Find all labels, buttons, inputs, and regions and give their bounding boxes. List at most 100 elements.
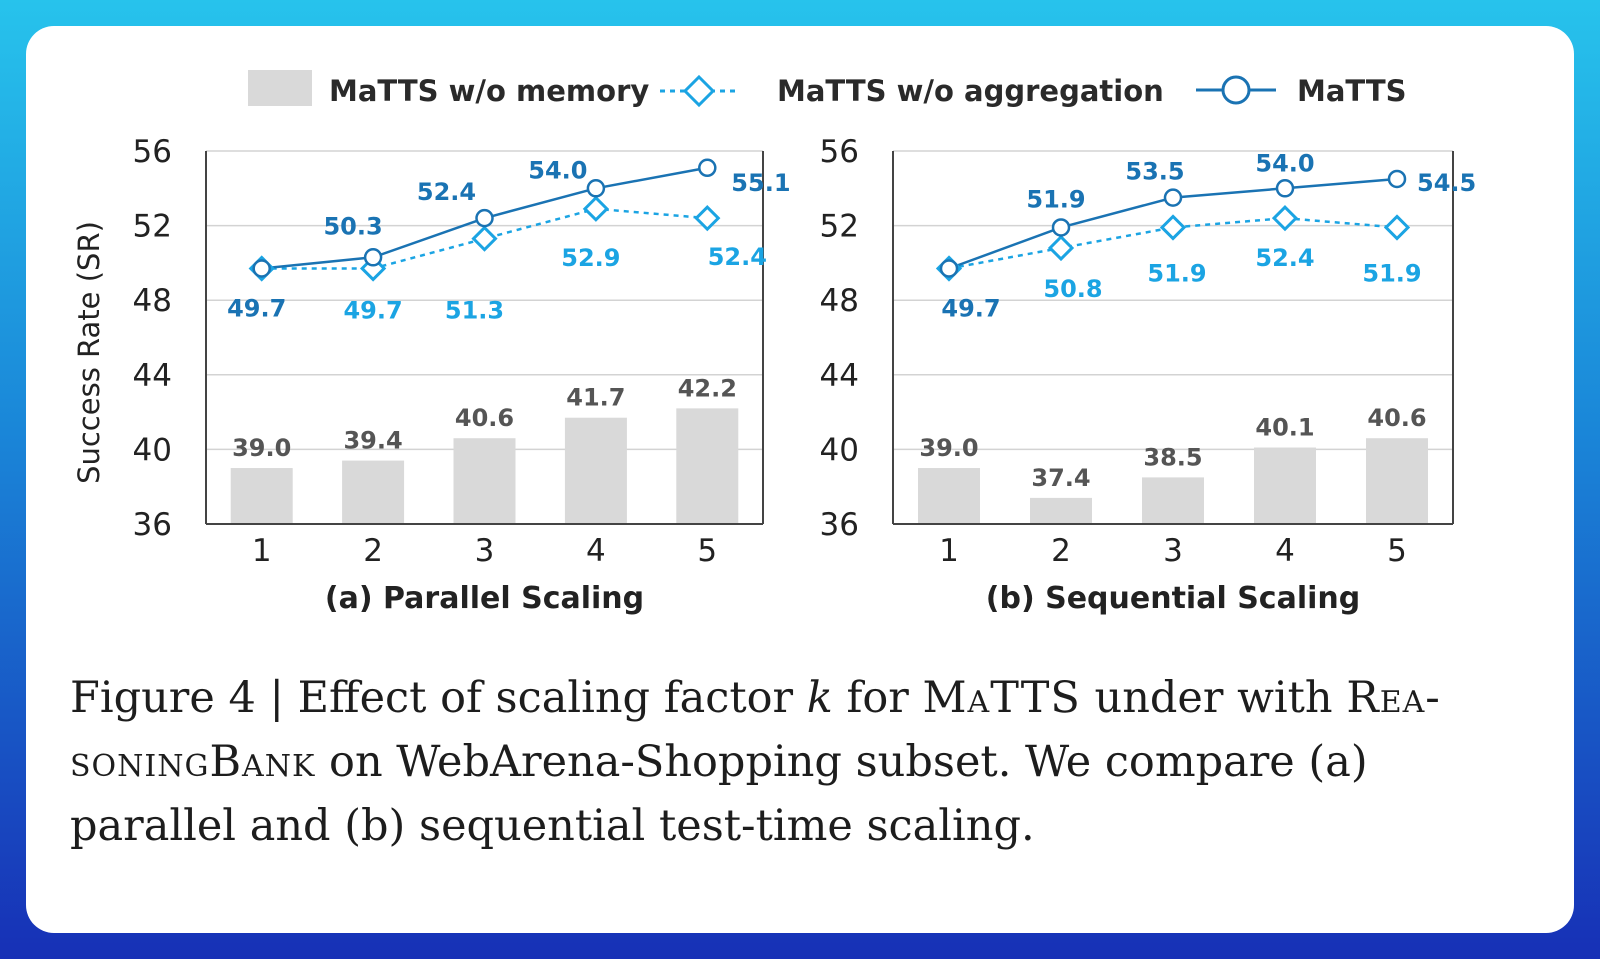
y-tick-label: 44 [820, 358, 859, 394]
solid-circle-marker [363, 248, 383, 267]
y-tick-label: 40 [820, 432, 859, 468]
y-tick-label: 56 [133, 134, 172, 170]
dashed-diamond-marker [1383, 214, 1411, 241]
bar [1142, 477, 1204, 524]
dashed-data-label: 52.4 [1255, 244, 1314, 272]
solid-data-label: 54.0 [1255, 149, 1314, 177]
dashed-data-label: 52.4 [708, 243, 767, 271]
dashed-diamond-marker [1271, 205, 1299, 232]
bar [1254, 447, 1316, 524]
dashed-diamond-marker [582, 195, 610, 222]
solid-data-label: 55.1 [731, 169, 790, 197]
bar-data-label: 37.4 [1031, 464, 1090, 492]
x-tick-label: 1 [939, 533, 959, 569]
bar [230, 468, 293, 524]
legend-diamond-marker [682, 74, 716, 108]
solid-circle-marker [1163, 188, 1183, 207]
solid-circle-marker [252, 259, 271, 278]
legend-solid-label: MaTTS [1297, 74, 1407, 108]
solid-data-label: 54.5 [1417, 169, 1476, 197]
x-tick-label: 5 [1387, 533, 1407, 569]
legend-bar-label: MaTTS w/o memory [329, 74, 649, 108]
y-tick-label: 52 [133, 209, 172, 245]
caption-reasoningbank-2: soningBank [70, 737, 316, 787]
bar-data-label: 39.4 [343, 427, 402, 455]
solid-circle-marker [939, 259, 959, 278]
bar [453, 438, 516, 524]
dashed-data-label: 50.8 [1043, 275, 1102, 303]
dashed-data-label: 51.9 [1362, 259, 1421, 287]
solid-data-label: 49.7 [941, 294, 1000, 322]
solid-circle-marker [1387, 169, 1407, 189]
dashed-data-label: 52.9 [561, 244, 620, 272]
dashed-diamond-marker [694, 205, 721, 232]
bar [1366, 438, 1428, 524]
dashed-diamond-marker [1047, 234, 1075, 262]
legend-dashed-label: MaTTS w/o aggregation [777, 74, 1164, 108]
caption-suffix: on WebArena-Shopping subset. We compare … [70, 737, 1368, 851]
figure-card: MaTTS w/o memory MaTTS w/o aggregation MaT… [26, 26, 1574, 933]
bar [676, 408, 739, 524]
x-tick-label: 3 [1163, 533, 1183, 569]
dashed-data-label: 51.9 [1147, 259, 1206, 287]
y-tick-label: 48 [820, 283, 859, 319]
chart-panel-1: 36 40 44 48 52 56 1 2 3 4 5 (a) Parallel Scaling Suc… [72, 134, 791, 616]
bar [342, 460, 405, 524]
x-tick-label: 4 [1275, 533, 1295, 569]
bar-data-label: 40.6 [1367, 404, 1426, 432]
panel-title: (b) Sequential Scaling [986, 581, 1360, 616]
caption-prefix: Figure 4 | Effect of scaling factor [70, 673, 807, 723]
figure-caption: Figure 4 | Effect of scaling factor k fo… [70, 666, 1530, 858]
bar-data-label: 42.2 [678, 374, 737, 402]
solid-circle-marker [475, 208, 494, 228]
bar [564, 417, 627, 524]
legend-circle-marker [1221, 75, 1251, 105]
figure-canvas: MaTTS w/o memory MaTTS w/o aggregation MaT… [72, 70, 1477, 616]
bar [918, 468, 980, 524]
solid-data-label: 54.0 [528, 156, 587, 184]
solid-data-label: 53.5 [1125, 158, 1184, 186]
solid-data-label: 50.3 [323, 212, 382, 240]
y-tick-label: 48 [133, 283, 172, 319]
y-tick-label: 36 [133, 507, 172, 543]
x-tick-label: 2 [363, 533, 383, 569]
solid-data-label: 51.9 [1026, 185, 1085, 213]
y-tick-label: 44 [133, 358, 172, 394]
dashed-data-label: 51.3 [445, 297, 504, 325]
dashed-diamond-marker [471, 225, 498, 252]
caption-matts: MaTTS [922, 673, 1081, 723]
bar-data-label: 40.6 [455, 404, 514, 432]
chart-panel-2: 36 40 44 48 52 56 1 2 3 4 5 (b) Sequential Scaling 3… [820, 134, 1477, 616]
dashed-series-line [261, 207, 708, 270]
y-axis-label: Success Rate (SR) [72, 221, 106, 484]
bar-data-label: 41.7 [566, 384, 625, 412]
x-tick-label: 5 [697, 533, 717, 569]
solid-data-label: 52.4 [417, 178, 476, 206]
x-tick-label: 3 [475, 533, 495, 569]
y-tick-label: 56 [820, 134, 859, 170]
legend: MaTTS w/o memory MaTTS w/o aggregation MaT… [248, 70, 1407, 108]
y-tick-label: 40 [133, 432, 172, 468]
bar [1030, 497, 1092, 524]
x-tick-label: 4 [586, 533, 606, 569]
bar-data-label: 38.5 [1143, 443, 1202, 471]
bar-data-label: 39.0 [919, 434, 978, 462]
x-tick-label: 1 [252, 533, 272, 569]
dashed-data-label: 49.7 [343, 296, 402, 324]
x-tick-label: 2 [1051, 533, 1071, 569]
solid-circle-marker [1275, 179, 1295, 198]
y-tick-label: 36 [820, 507, 859, 543]
caption-mid1: for [832, 673, 923, 723]
panel-title: (a) Parallel Scaling [325, 581, 644, 616]
solid-circle-marker [1051, 218, 1071, 237]
legend-bar-swatch [248, 70, 312, 106]
caption-mid2: under with [1080, 673, 1347, 723]
solid-circle-marker [698, 158, 717, 178]
solid-circle-marker [586, 179, 606, 198]
caption-reasoningbank-1: Rea- [1346, 673, 1441, 723]
caption-k: k [806, 673, 833, 723]
dashed-diamond-marker [1159, 214, 1187, 241]
bar-data-label: 39.0 [232, 434, 291, 462]
solid-data-label: 49.7 [227, 294, 286, 322]
bar-data-label: 40.1 [1255, 414, 1314, 442]
